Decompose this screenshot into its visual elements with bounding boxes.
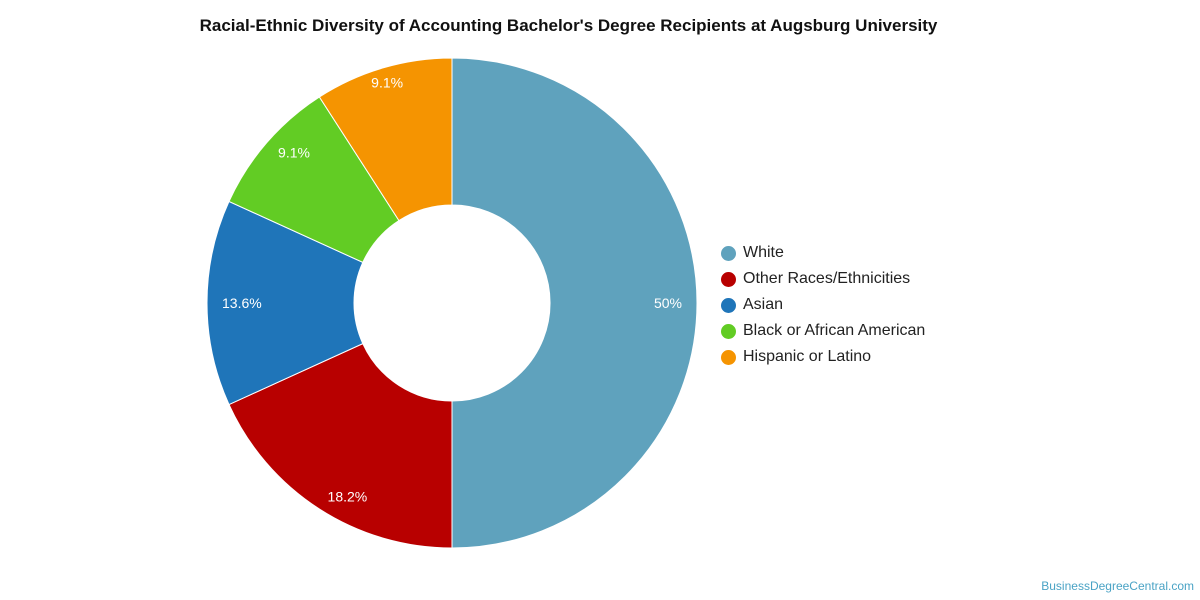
legend-item[interactable]: White [721,240,925,266]
slice-label: 9.1% [278,145,310,161]
legend-item[interactable]: Asian [721,292,925,318]
slice-label: 9.1% [371,74,403,90]
legend-label: Other Races/Ethnicities [743,270,911,287]
slice-hispanic-or-latino[interactable] [318,57,453,222]
legend: White Other Races/Ethnicities Asian Black o… [721,240,925,370]
slice-label: 13.6% [222,295,262,311]
slice-label: 50% [654,295,682,311]
legend-swatch [721,349,736,365]
slice-other-races-ethnicities[interactable] [228,342,453,549]
legend-swatch [721,297,736,313]
slice-label: 18.2% [328,488,368,504]
chart-title: Racial-Ethnic Diversity of Accounting Ba… [199,16,938,35]
legend-label: Asian [743,296,784,313]
legend-label: Hispanic or Latino [743,348,872,365]
legend-swatch [721,271,736,287]
legend-item[interactable]: Other Races/Ethnicities [721,266,925,292]
legend-item[interactable]: Black or African American [721,318,925,344]
source-credit[interactable]: BusinessDegreeCentral.com [1041,579,1194,593]
legend-label: White [743,244,784,261]
legend-swatch [721,245,736,261]
legend-swatch [721,323,736,339]
legend-item[interactable]: Hispanic or Latino [721,344,925,370]
slice-white[interactable] [451,57,698,549]
slice-asian[interactable] [206,200,364,406]
slices-group [206,57,698,549]
slice-labels-group: 50% 18.2% 13.6% 9.1% 9.1% [222,74,682,504]
legend-label: Black or African American [743,322,926,339]
